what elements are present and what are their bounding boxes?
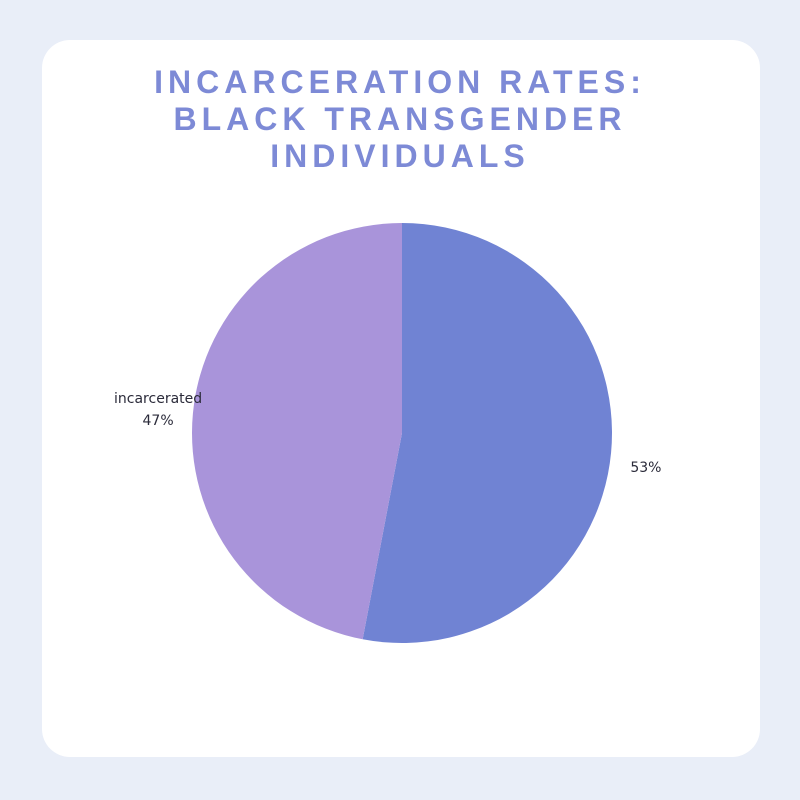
slice-label: incarcerated <box>114 391 202 407</box>
value-label: 47% <box>143 413 174 429</box>
value-label: 53% <box>630 460 661 476</box>
pie-slice <box>191 223 402 640</box>
pie-slice <box>362 223 612 644</box>
chart-title: INCARCERATION RATES: BLACK TRANSGENDER I… <box>154 64 646 174</box>
